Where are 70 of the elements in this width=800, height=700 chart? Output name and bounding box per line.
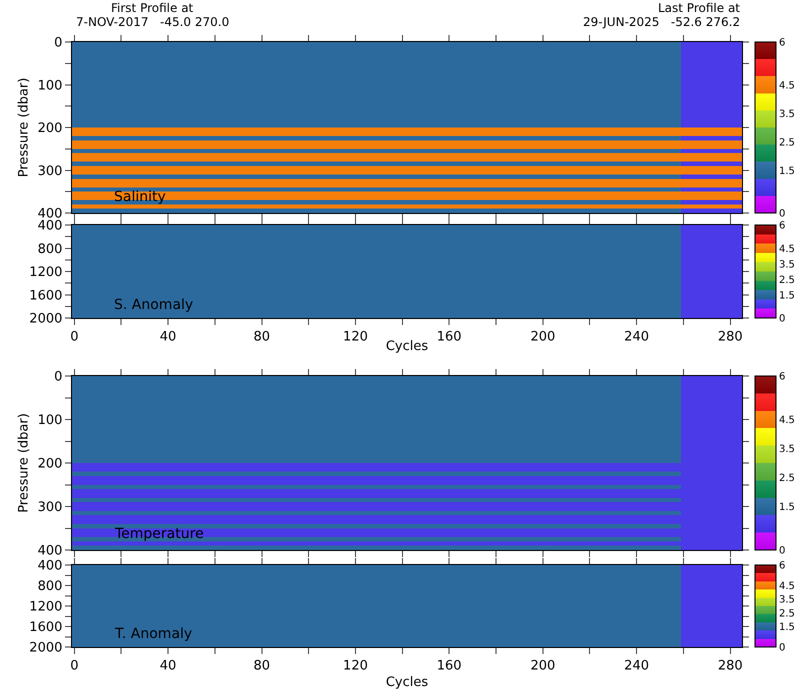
x-tick-label: 40 (160, 330, 176, 345)
y-tick-label: 1200 (29, 600, 62, 615)
y-tick-label: 2000 (29, 312, 62, 327)
color-bar-label: 4.5 (779, 415, 795, 426)
y-tick-label: 400 (38, 544, 62, 559)
x-tick-label: 280 (718, 658, 743, 674)
color-bar-label: 6 (779, 38, 786, 48)
y-tick-label: 800 (38, 579, 62, 594)
y-tick-label: 0 (54, 36, 62, 51)
color-bar-label: 1.5 (779, 290, 795, 302)
y-tick-label: 200 (38, 456, 62, 472)
color-bar-label: 4.5 (779, 581, 795, 592)
y-tick-label: 100 (38, 78, 62, 94)
y-axis-title: Pressure (dbar) (16, 413, 32, 513)
y-tick-label: 1200 (29, 265, 62, 280)
color-bar-label: 6 (779, 220, 786, 232)
y-tick-label: 0 (54, 370, 62, 385)
text: 7-NOV-2017 -45.0 270.0 (76, 15, 230, 29)
color-bar-label: 1.5 (779, 166, 795, 177)
x-tick-label: 0 (70, 330, 78, 345)
x-axis-title: Cycles (386, 675, 428, 690)
x-tick-label: 160 (436, 330, 462, 345)
x-tick-label: 160 (436, 658, 462, 674)
y-tick-label: 400 (38, 558, 62, 574)
color-bar-label: 1.5 (779, 502, 795, 513)
color-bar-label: 0 (779, 642, 786, 654)
y-tick-label: 100 (38, 413, 62, 428)
x-tick-label: 80 (253, 330, 270, 345)
color-bar-label: 2.5 (779, 608, 795, 620)
y-axis-title: Pressure (dbar) (16, 78, 32, 178)
color-bar-label: 2.5 (779, 274, 795, 286)
y-tick-label: 1600 (29, 288, 62, 304)
y-tick-label: 200 (38, 121, 62, 136)
x-tick-label: 40 (160, 658, 176, 674)
color-bar-label: 3.5 (779, 594, 795, 606)
annotation: S. Anomaly (114, 297, 194, 313)
color-bar-label: 3.5 (779, 108, 795, 120)
color-bar-label: 4.5 (779, 80, 795, 92)
x-tick-label: 200 (530, 658, 556, 674)
color-bar-label: 0 (779, 546, 786, 556)
x-tick-label: 240 (624, 658, 649, 674)
y-tick-label: 300 (38, 164, 62, 179)
y-tick-label: 800 (38, 242, 62, 257)
y-tick-label: 400 (38, 218, 62, 234)
x-tick-label: 120 (343, 330, 368, 345)
color-bar-label: 6 (779, 560, 786, 572)
x-tick-label: 0 (70, 658, 78, 674)
x-tick-label: 200 (530, 330, 556, 345)
annotation: T. Anomaly (114, 626, 192, 642)
y-tick-label: 300 (38, 500, 62, 516)
color-bar-label: 2.5 (779, 473, 795, 484)
color-bar-label: 1.5 (779, 622, 795, 633)
y-tick-label: 2000 (29, 640, 62, 656)
text: First Profile at (111, 1, 194, 15)
color-bar-label: 0 (779, 314, 786, 324)
color-bar-label: 3.5 (779, 444, 795, 455)
x-axis-title: Cycles (386, 339, 428, 354)
text: 29-JUN-2025 -52.6 276.2 (583, 15, 740, 29)
color-bar-label: 2.5 (779, 137, 795, 148)
color-bar-label: 6 (779, 372, 786, 382)
annotation: Temperature (114, 526, 204, 542)
color-bar-label: 4.5 (779, 244, 795, 255)
x-tick-label: 120 (343, 658, 368, 674)
x-tick-label: 240 (624, 330, 649, 345)
text: Last Profile at (658, 1, 740, 15)
x-tick-label: 80 (253, 658, 270, 674)
y-tick-label: 1600 (29, 620, 62, 636)
x-tick-label: 280 (718, 330, 743, 345)
color-bar-label: 3.5 (779, 259, 795, 270)
color-bar-label: 0 (779, 208, 786, 220)
